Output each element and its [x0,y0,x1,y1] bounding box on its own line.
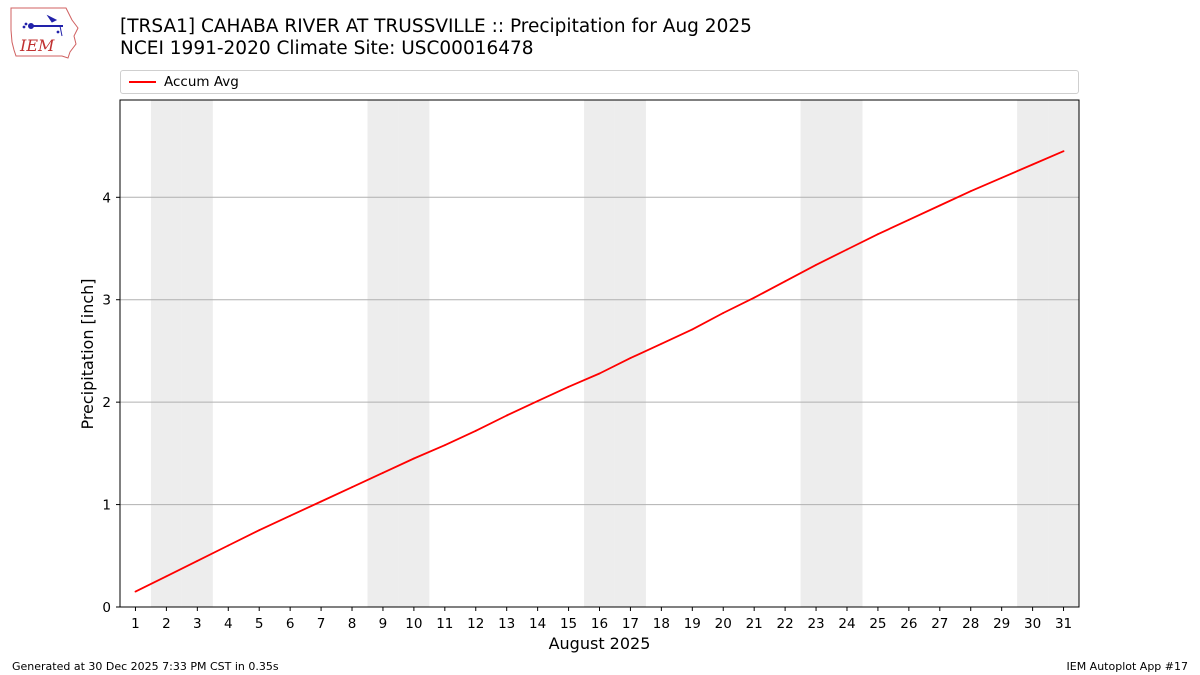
x-tick-label: 27 [931,616,948,632]
y-tick-label: 3 [102,293,111,309]
data-point [505,414,508,417]
x-tick-label: 8 [348,616,357,632]
weekend-band [181,100,213,607]
chart-title: [TRSA1] CAHABA RIVER AT TRUSSVILLE :: Pr… [120,16,752,60]
y-axis-ticks: 0 1 2 3 4 [102,190,120,616]
data-point [443,444,446,447]
x-tick-label: 5 [255,616,264,632]
data-point [846,248,848,251]
data-point [289,514,292,517]
weather-station-icon [22,14,63,37]
x-tick-label: 3 [193,616,202,632]
x-tick-label: 29 [993,616,1010,632]
title-line-2: NCEI 1991-2020 Climate Site: USC00016478 [120,38,534,59]
data-point [1031,163,1034,166]
weekend-band [831,100,863,607]
x-tick-label: 12 [467,616,484,632]
generated-timestamp: Generated at 30 Dec 2025 7:33 PM CST in … [12,660,279,673]
x-tick-label: 15 [560,616,577,632]
x-tick-label: 14 [529,616,546,632]
data-point [258,529,261,532]
data-point [474,429,477,432]
x-tick-label: 1 [131,616,140,632]
x-tick-label: 26 [900,616,917,632]
x-tick-label: 18 [653,616,670,632]
x-tick-label: 23 [807,616,824,632]
x-tick-label: 19 [684,616,701,632]
data-point [722,312,725,314]
weekend-band [150,100,182,607]
data-point [227,544,230,547]
x-tick-label: 6 [286,616,295,632]
series-group [134,150,1065,593]
x-axis-ticks: 1 2 3 4 5 6 7 8 9 10 11 12 13 14 15 16 17 18 19 20 21 22 23 24 2… [131,607,1072,632]
data-point [536,400,539,403]
logo-text: IEM [19,36,55,55]
data-point [691,328,694,331]
x-tick-label: 11 [436,616,453,632]
data-point [1062,150,1065,153]
x-tick-label: 30 [1024,616,1041,632]
data-point [134,590,137,593]
x-tick-label: 20 [715,616,732,632]
data-point [660,342,663,345]
data-point [969,190,972,193]
x-tick-label: 17 [622,616,639,632]
weekend-band [1017,100,1049,607]
x-tick-label: 4 [224,616,233,632]
weekend-bands [150,100,1079,607]
data-point [1000,176,1003,179]
x-tick-label: 24 [838,616,855,632]
x-tick-label: 9 [379,616,388,632]
y-tick-label: 2 [102,395,111,411]
data-point [320,500,322,503]
plot-frame [119,99,1080,608]
x-tick-label: 10 [405,616,422,632]
data-point [753,296,756,299]
x-tick-label: 21 [746,616,763,632]
data-point [567,385,570,388]
y-tick-label: 1 [102,498,111,514]
data-point [382,471,384,474]
series-line-accum-avg [135,150,1064,593]
weekend-band [367,100,399,607]
title-line-1: [TRSA1] CAHABA RIVER AT TRUSSVILLE :: Pr… [120,16,752,37]
x-tick-label: 25 [869,616,886,632]
weekend-band [614,100,646,607]
data-point [877,233,879,236]
y-tick-label: 0 [102,600,111,616]
weekend-band [800,100,832,607]
x-tick-label: 28 [962,616,979,632]
data-point [938,204,941,207]
data-point [907,218,910,221]
data-point [784,280,787,283]
x-tick-label: 22 [777,616,794,632]
x-tick-label: 7 [317,616,326,632]
data-point [196,560,199,562]
data-point [629,357,632,360]
x-tick-label: 2 [162,616,171,632]
weekend-band [398,100,430,607]
x-tick-label: 16 [591,616,608,632]
data-point [165,575,168,578]
grid-lines [120,196,1079,506]
data-point [351,486,353,489]
x-tick-label: 31 [1055,616,1072,632]
iem-logo: IEM [10,7,79,59]
legend-label: Accum Avg [164,74,239,90]
y-axis-label: Precipitation [inch] [78,278,97,429]
app-id: IEM Autoplot App #17 [1066,660,1189,673]
weekend-band [1048,100,1079,607]
y-tick-label: 4 [102,190,111,206]
weekend-band [584,100,615,607]
legend: Accum Avg [120,70,1079,94]
data-point [412,457,415,460]
iowa-state-outline [10,7,79,59]
legend-swatch [129,81,156,83]
x-axis-label: August 2025 [549,634,651,653]
data-point [598,372,601,375]
data-point [815,264,817,266]
x-tick-label: 13 [498,616,515,632]
